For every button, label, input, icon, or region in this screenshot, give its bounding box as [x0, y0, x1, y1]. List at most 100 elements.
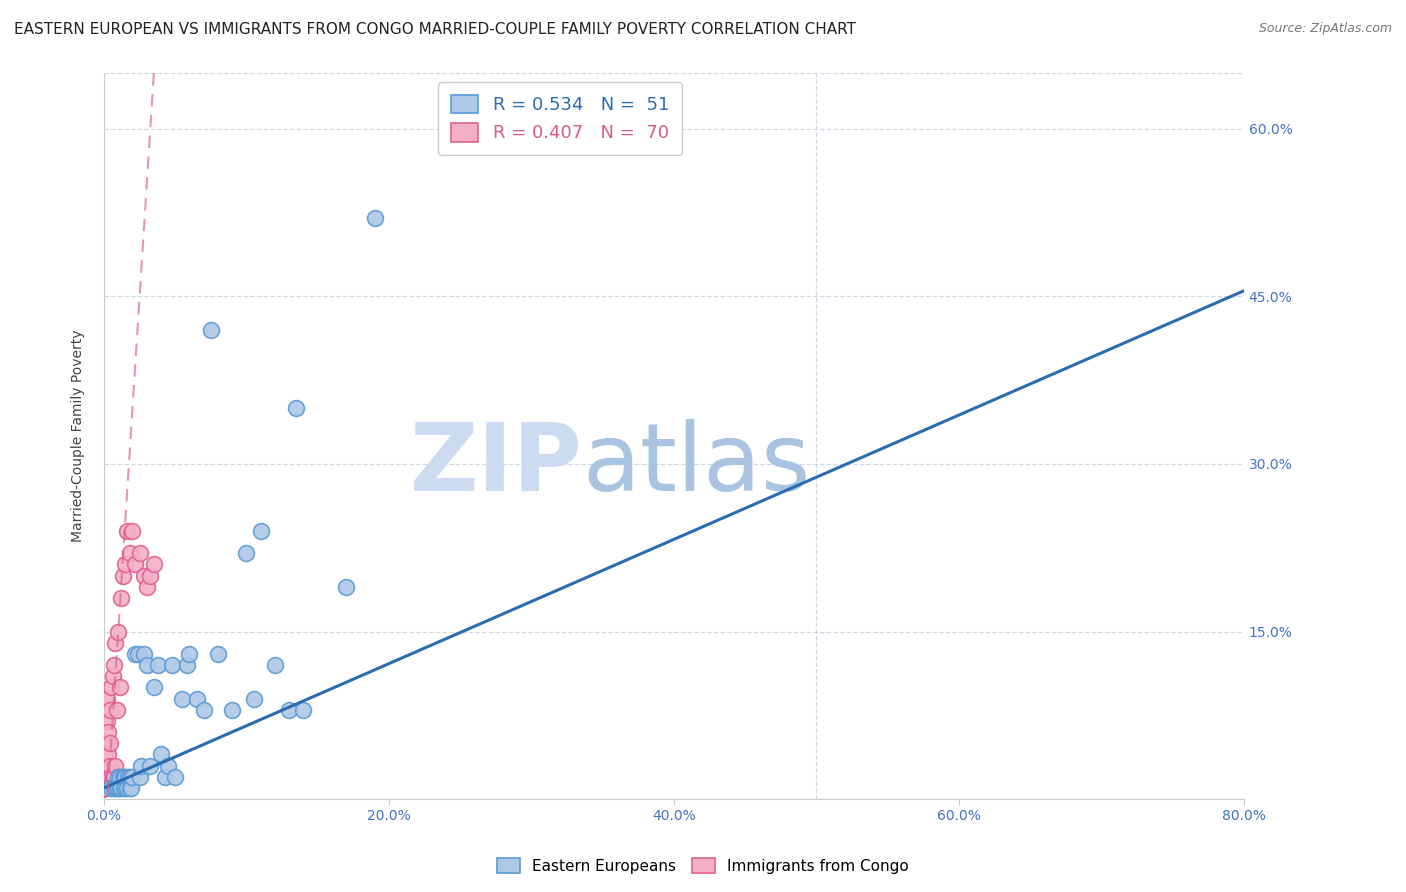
Point	[93, 780, 115, 795]
Point	[93, 780, 115, 795]
Point	[129, 758, 152, 772]
Point	[165, 770, 187, 784]
Point	[292, 703, 315, 717]
Point	[114, 770, 136, 784]
Point	[138, 568, 160, 582]
Point	[121, 770, 143, 784]
Point	[200, 323, 222, 337]
Point	[93, 780, 115, 795]
Point	[93, 770, 115, 784]
Point	[96, 691, 118, 706]
Point	[107, 624, 129, 639]
Point	[128, 770, 150, 784]
Point	[135, 658, 157, 673]
Point	[93, 770, 115, 784]
Point	[124, 558, 146, 572]
Text: ZIP: ZIP	[411, 419, 582, 511]
Point	[132, 647, 155, 661]
Point	[157, 758, 180, 772]
Point	[335, 580, 357, 594]
Point	[249, 524, 271, 538]
Point	[96, 714, 118, 728]
Point	[93, 770, 115, 784]
Point	[93, 780, 115, 795]
Point	[207, 647, 229, 661]
Point	[93, 780, 115, 795]
Point	[97, 770, 120, 784]
Point	[101, 669, 124, 683]
Point	[176, 658, 198, 673]
Point	[193, 703, 215, 717]
Point	[100, 780, 122, 795]
Point	[142, 558, 165, 572]
Point	[93, 770, 115, 784]
Point	[93, 780, 115, 795]
Point	[114, 558, 136, 572]
Point	[105, 780, 128, 795]
Point	[93, 780, 115, 795]
Point	[93, 770, 115, 784]
Point	[110, 591, 132, 605]
Point	[146, 658, 169, 673]
Point	[111, 770, 134, 784]
Point	[96, 758, 118, 772]
Point	[120, 780, 142, 795]
Point	[104, 780, 127, 795]
Point	[103, 780, 125, 795]
Point	[235, 546, 257, 560]
Point	[93, 770, 115, 784]
Point	[110, 780, 132, 795]
Point	[118, 770, 141, 784]
Point	[94, 758, 117, 772]
Point	[149, 747, 172, 762]
Point	[94, 770, 117, 784]
Point	[117, 770, 139, 784]
Point	[278, 703, 301, 717]
Point	[112, 780, 135, 795]
Point	[98, 758, 121, 772]
Point	[94, 758, 117, 772]
Point	[98, 736, 121, 750]
Point	[118, 780, 141, 795]
Point	[108, 780, 131, 795]
Point	[103, 770, 125, 784]
Y-axis label: Married-Couple Family Poverty: Married-Couple Family Poverty	[72, 330, 86, 542]
Point	[93, 770, 115, 784]
Point	[104, 635, 127, 649]
Point	[112, 770, 135, 784]
Point	[108, 681, 131, 695]
Point	[97, 725, 120, 739]
Text: EASTERN EUROPEAN VS IMMIGRANTS FROM CONGO MARRIED-COUPLE FAMILY POVERTY CORRELAT: EASTERN EUROPEAN VS IMMIGRANTS FROM CONG…	[14, 22, 856, 37]
Point	[93, 770, 115, 784]
Point	[285, 401, 308, 416]
Point	[179, 647, 201, 661]
Point	[93, 770, 115, 784]
Point	[100, 681, 122, 695]
Point	[96, 736, 118, 750]
Point	[114, 780, 136, 795]
Point	[93, 780, 115, 795]
Point	[93, 780, 115, 795]
Point	[172, 691, 194, 706]
Point	[93, 770, 115, 784]
Point	[105, 703, 128, 717]
Point	[138, 758, 160, 772]
Point	[128, 546, 150, 560]
Point	[118, 546, 141, 560]
Point	[98, 703, 121, 717]
Point	[162, 658, 184, 673]
Text: Source: ZipAtlas.com: Source: ZipAtlas.com	[1258, 22, 1392, 36]
Point	[111, 568, 134, 582]
Point	[93, 770, 115, 784]
Point	[93, 770, 115, 784]
Point	[93, 780, 115, 795]
Point	[115, 524, 138, 538]
Point	[103, 658, 125, 673]
Point	[121, 524, 143, 538]
Point	[100, 770, 122, 784]
Point	[93, 770, 115, 784]
Legend: R = 0.534   N =  51, R = 0.407   N =  70: R = 0.534 N = 51, R = 0.407 N = 70	[439, 82, 682, 155]
Point	[94, 747, 117, 762]
Legend: Eastern Europeans, Immigrants from Congo: Eastern Europeans, Immigrants from Congo	[491, 852, 915, 880]
Point	[101, 770, 124, 784]
